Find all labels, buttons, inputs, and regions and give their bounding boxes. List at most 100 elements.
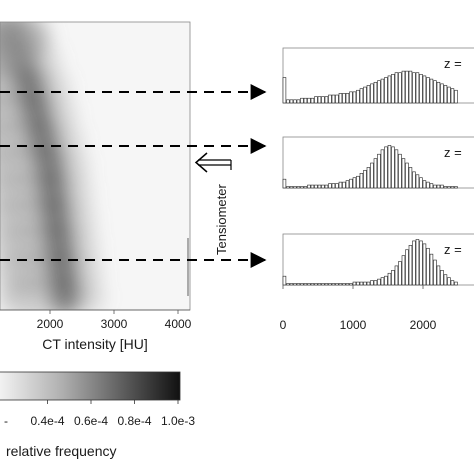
colorbar: - 0.4e-4 0.6e-4 0.8e-4 1.0e-3 relative frequ… xyxy=(0,371,195,459)
colorbar-tick-label: 1.0e-3 xyxy=(161,414,195,428)
histogram-bar xyxy=(419,74,423,104)
histogram-bar xyxy=(443,186,448,189)
histogram-bar xyxy=(415,174,420,189)
histogram-bar xyxy=(335,94,339,104)
histogram-bar xyxy=(377,278,381,286)
histogram-bar xyxy=(359,173,364,189)
histogram-bar xyxy=(384,275,388,286)
heatmap-x-axis-label: CT intensity [HU] xyxy=(42,336,148,352)
histogram-bar xyxy=(324,96,329,104)
histogram-bar xyxy=(387,145,392,189)
histogram-bar xyxy=(296,283,301,286)
histogram-bar xyxy=(293,283,297,286)
histogram-bar xyxy=(363,86,367,104)
histogram-bar xyxy=(422,180,427,189)
histogram-bar xyxy=(401,70,406,104)
histogram-x-tick-label: 2000 xyxy=(410,318,437,332)
histogram-bar xyxy=(373,81,378,104)
histogram-bar xyxy=(349,91,353,104)
histogram-bar xyxy=(345,180,350,189)
histogram-bar xyxy=(370,280,374,286)
histogram-bar xyxy=(345,93,350,104)
histogram-bar xyxy=(419,240,423,286)
histogram-bar xyxy=(289,99,294,104)
histogram-bar xyxy=(429,253,434,286)
histogram-bar xyxy=(394,265,399,286)
histogram-bar xyxy=(307,97,311,104)
histogram-bar xyxy=(422,75,427,104)
histogram-bar xyxy=(391,74,395,104)
histogram-bar xyxy=(415,72,420,104)
histogram-bar xyxy=(384,77,388,104)
histogram-bar xyxy=(317,283,322,286)
histogram-bar xyxy=(405,162,409,189)
histogram-bar xyxy=(286,99,290,104)
histogram-bar xyxy=(331,283,336,286)
histogram-bar xyxy=(352,281,357,286)
histogram-bar xyxy=(447,186,451,189)
histogram-bar xyxy=(303,283,308,286)
histogram-bar xyxy=(363,170,367,189)
histogram-bar xyxy=(289,186,294,189)
histogram-bar xyxy=(398,261,402,286)
colorbar-gradient xyxy=(0,371,181,401)
histogram-bar xyxy=(307,184,311,189)
histogram-bar xyxy=(342,93,346,104)
histogram-bar xyxy=(338,181,343,189)
histogram-bar xyxy=(405,249,409,286)
colorbar-label: relative frequency xyxy=(6,443,117,459)
heatmap-x-tick-label: 4000 xyxy=(165,317,192,331)
histogram-bar xyxy=(314,184,318,189)
histogram-bar xyxy=(296,99,301,104)
histogram-bar xyxy=(436,265,441,286)
histogram-bar xyxy=(286,186,290,189)
histogram-bar xyxy=(454,186,458,189)
histogram-bar xyxy=(408,167,413,189)
heatmap-density-blob xyxy=(65,226,98,263)
histogram-bar xyxy=(310,184,315,189)
histogram-bar xyxy=(384,146,388,189)
histogram-bar xyxy=(321,96,325,104)
histogram-x-tick-label: 1000 xyxy=(340,318,367,332)
histogram-bar xyxy=(429,183,434,189)
tensiometer-annotation: Tensiometer xyxy=(194,152,232,255)
histogram-bar xyxy=(454,281,458,286)
histogram-bar xyxy=(282,178,287,189)
histogram-bar xyxy=(447,86,451,104)
histogram-bar xyxy=(359,88,364,104)
histogram-bar xyxy=(356,175,360,189)
histogram-bar xyxy=(443,274,448,286)
histogram-bar xyxy=(419,177,423,189)
histogram-bar xyxy=(328,283,332,286)
histogram-bar xyxy=(412,240,416,286)
tensiometer-arrow-icon xyxy=(198,159,231,166)
histogram-bar xyxy=(447,277,451,286)
histogram-bar xyxy=(296,186,301,189)
histogram-x-tick-label: 0 xyxy=(280,318,287,332)
histogram-bar xyxy=(303,186,308,189)
tensiometer-label: Tensiometer xyxy=(214,184,229,255)
histogram-bar xyxy=(321,283,325,286)
histogram-bar xyxy=(433,184,437,189)
histogram-bar xyxy=(342,181,346,189)
histogram-title: z = xyxy=(444,56,462,71)
histogram-bar xyxy=(391,146,395,189)
histogram-bar xyxy=(310,283,315,286)
histogram-bar xyxy=(303,97,308,104)
histogram-bar xyxy=(433,80,437,104)
histogram-x-axis: 0 1000 2000 xyxy=(280,285,437,332)
histogram-bar xyxy=(401,158,406,189)
histogram-bar xyxy=(370,162,374,189)
histogram-bar xyxy=(422,243,427,286)
histogram-bar xyxy=(391,270,395,286)
histogram-bar xyxy=(377,80,381,104)
histogram-bar xyxy=(352,177,357,189)
histogram-bar xyxy=(286,283,290,286)
histogram-bar xyxy=(426,181,430,189)
histogram-bar xyxy=(317,184,322,189)
histogram-bar xyxy=(398,153,402,189)
histogram-bar xyxy=(412,171,416,189)
histogram-bar xyxy=(440,83,444,104)
histogram-bar xyxy=(366,167,371,189)
histogram-bar xyxy=(300,186,304,189)
